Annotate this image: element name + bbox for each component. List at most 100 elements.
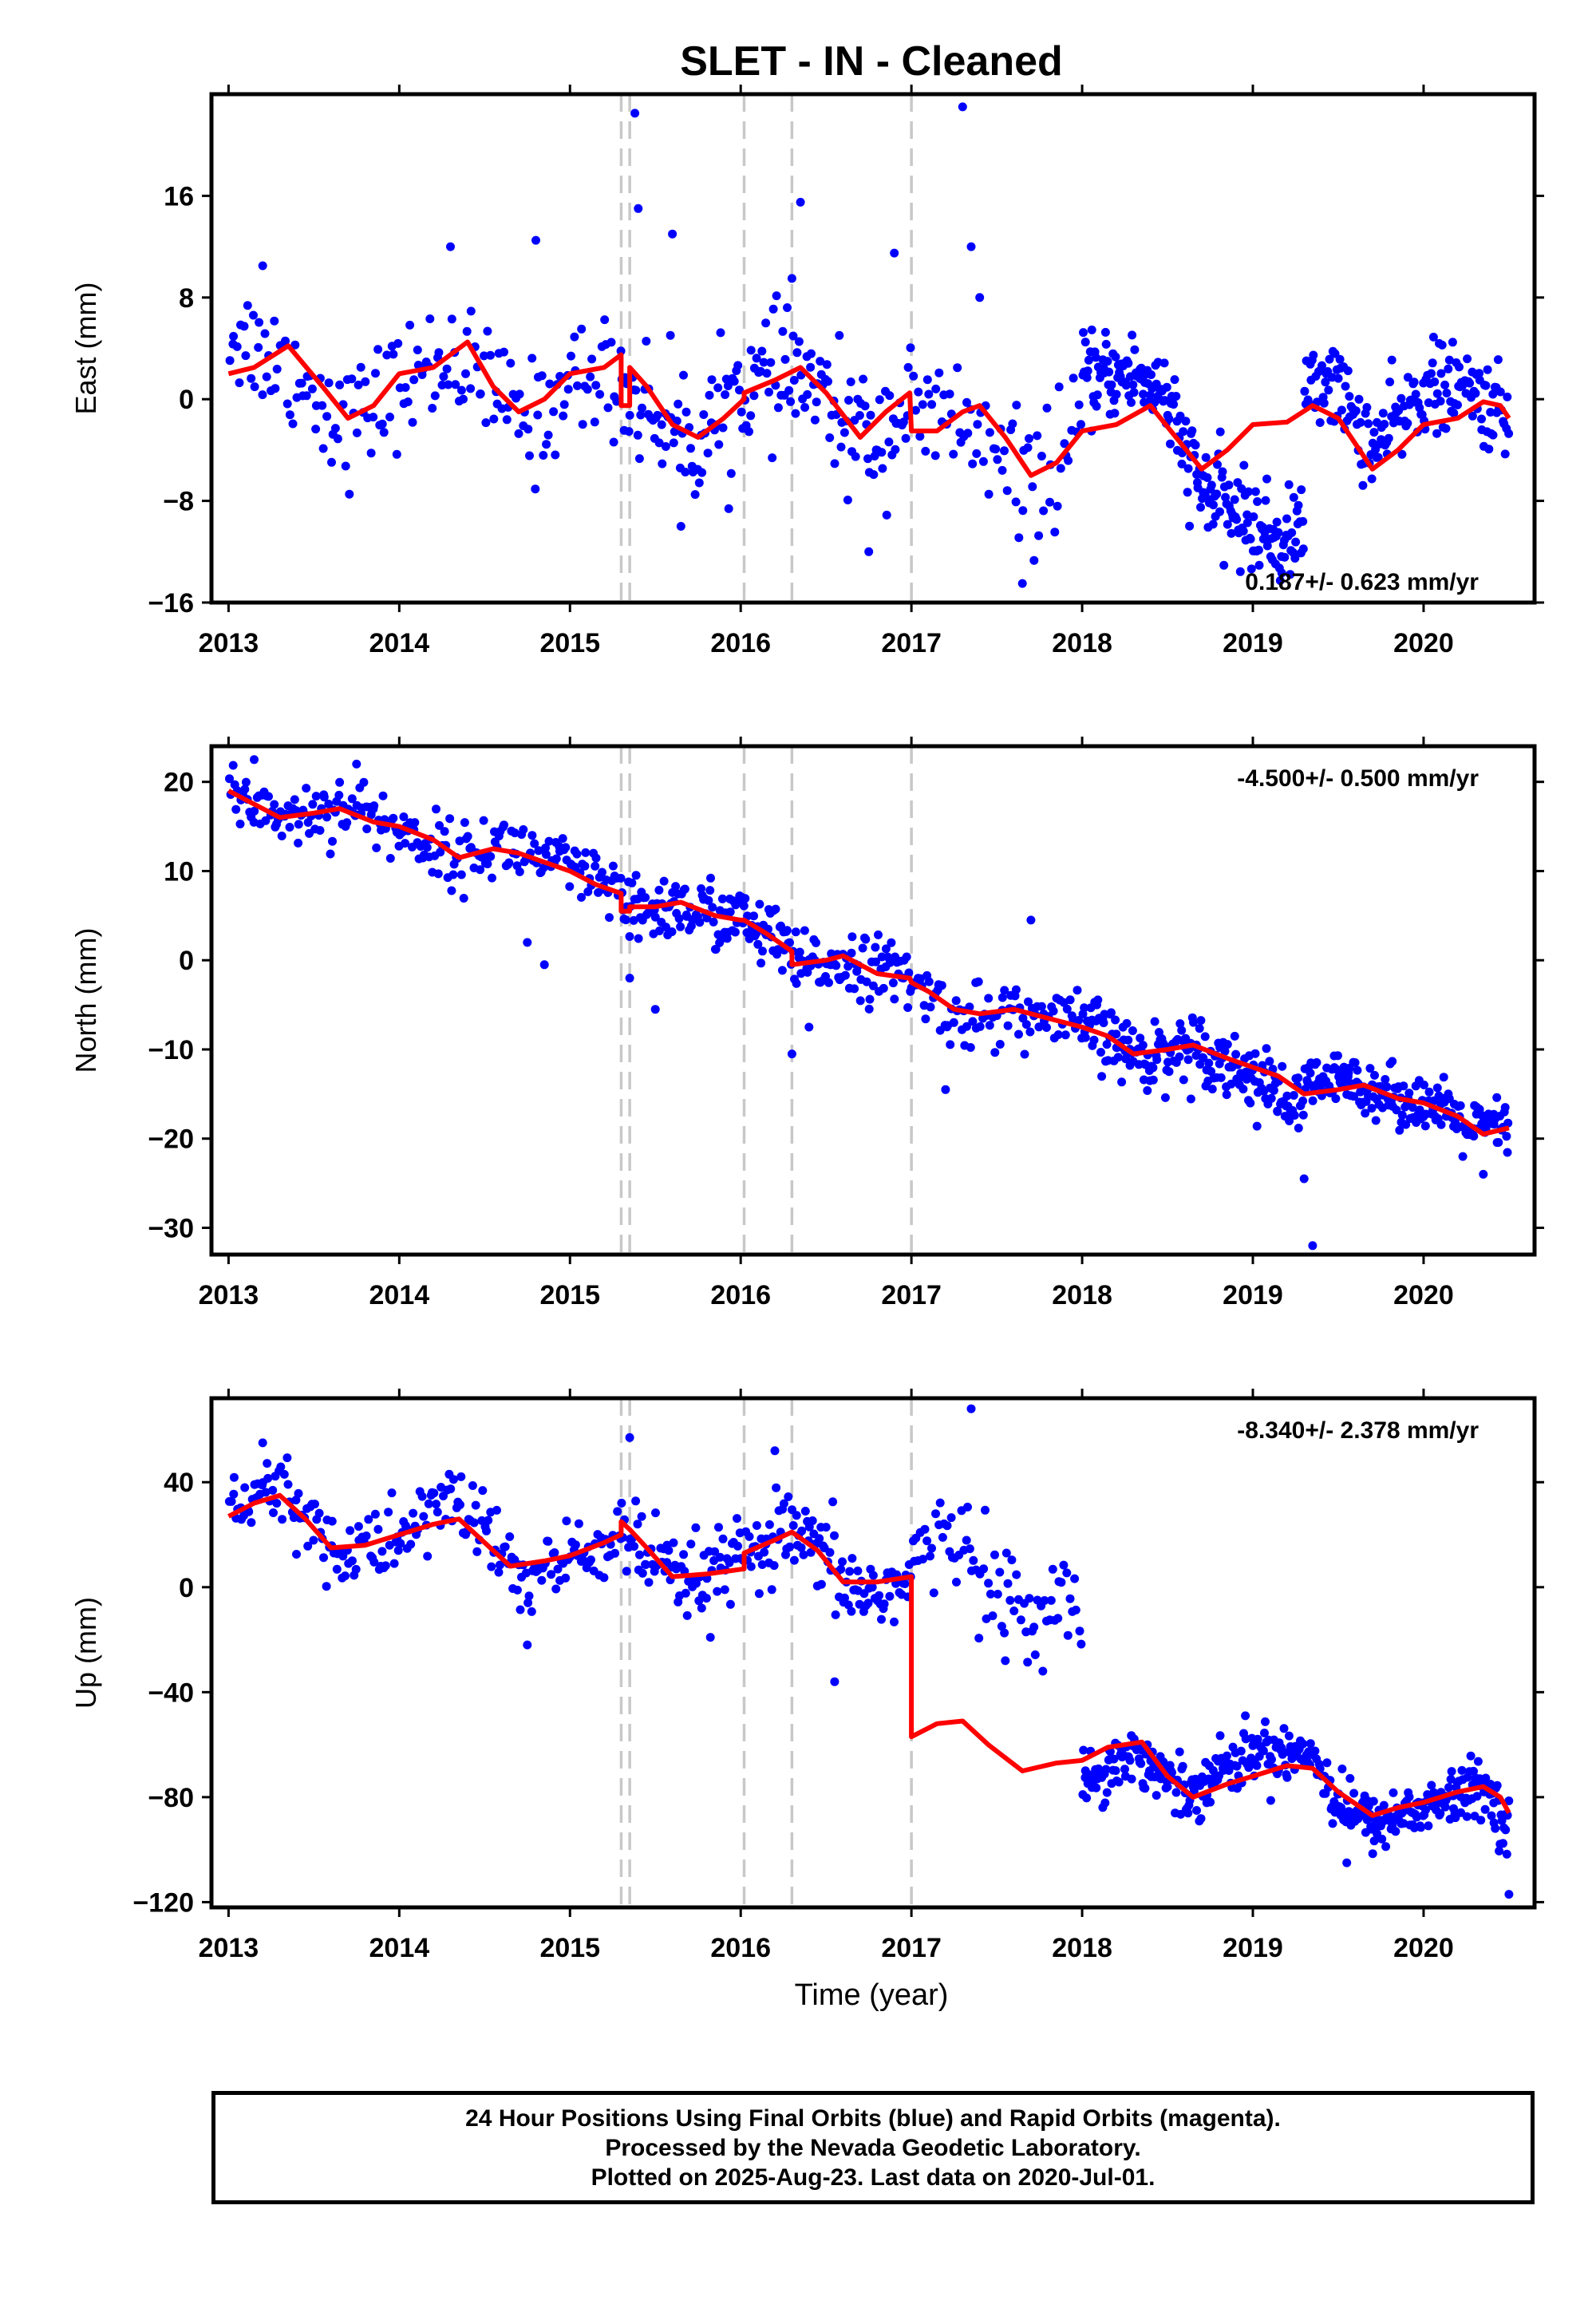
- data-point: [1016, 1615, 1025, 1625]
- data-point: [1277, 568, 1286, 578]
- data-point: [263, 1473, 273, 1483]
- data-point: [1175, 1019, 1185, 1029]
- data-point: [654, 885, 664, 895]
- y-axis-title: North (mm): [69, 928, 102, 1073]
- data-point: [1458, 1152, 1468, 1161]
- data-point: [832, 961, 841, 970]
- data-point: [1403, 373, 1412, 382]
- data-point: [534, 846, 543, 856]
- data-point: [1136, 1034, 1145, 1043]
- data-point: [785, 938, 794, 947]
- data-point: [1111, 1015, 1120, 1025]
- data-point: [1404, 1792, 1414, 1802]
- data-point: [882, 510, 891, 520]
- data-point: [333, 434, 342, 444]
- data-point: [800, 926, 809, 935]
- data-point: [850, 984, 859, 994]
- data-point: [269, 1508, 278, 1517]
- data-point: [271, 384, 280, 393]
- data-point: [461, 369, 470, 378]
- data-point: [757, 1560, 767, 1569]
- data-point: [264, 792, 273, 801]
- data-point: [1377, 1834, 1387, 1844]
- data-point: [232, 342, 242, 351]
- data-point: [890, 994, 899, 1004]
- data-point: [796, 1543, 806, 1552]
- outlier-point: [830, 1677, 839, 1686]
- data-point: [835, 330, 844, 340]
- data-point: [1260, 1729, 1269, 1737]
- data-point: [1160, 1093, 1170, 1102]
- x-tick-label: 2020: [1393, 628, 1454, 658]
- model-line: [227, 788, 1510, 1137]
- data-point: [547, 1570, 556, 1579]
- data-point: [622, 1567, 631, 1576]
- data-point: [469, 1518, 479, 1528]
- data-point: [1298, 1739, 1308, 1749]
- data-point: [746, 411, 756, 421]
- data-point: [788, 331, 798, 341]
- data-point: [1378, 409, 1388, 418]
- data-point: [1261, 496, 1270, 505]
- data-point: [1100, 327, 1110, 337]
- data-point: [1186, 1094, 1195, 1104]
- data-point: [1472, 1792, 1482, 1801]
- data-point: [716, 328, 725, 338]
- data-point: [785, 1542, 795, 1551]
- data-point: [902, 952, 911, 962]
- data-point: [409, 1508, 418, 1518]
- data-point: [1143, 1086, 1152, 1095]
- data-point: [1053, 1030, 1063, 1039]
- data-point: [459, 394, 468, 404]
- data-point: [1387, 355, 1396, 365]
- data-point: [1109, 1754, 1119, 1764]
- data-point: [456, 1472, 466, 1481]
- data-point: [1404, 1089, 1414, 1098]
- data-point: [436, 848, 445, 857]
- data-point: [1230, 1031, 1239, 1041]
- data-point: [863, 454, 872, 464]
- data-point: [444, 380, 453, 389]
- data-point: [1391, 1827, 1400, 1836]
- data-point: [309, 1535, 318, 1545]
- data-point: [1046, 1595, 1056, 1605]
- data-point: [371, 369, 380, 378]
- data-point: [1500, 449, 1510, 459]
- data-point: [1395, 1125, 1404, 1135]
- data-point: [642, 337, 651, 346]
- data-point: [638, 1568, 647, 1578]
- data-point: [807, 349, 816, 358]
- data-point: [1221, 492, 1231, 502]
- data-point: [1112, 1030, 1121, 1039]
- x-tick-label: 2020: [1393, 1933, 1454, 1963]
- data-point: [1337, 1765, 1347, 1773]
- data-point: [935, 1498, 945, 1508]
- data-point: [1216, 1073, 1226, 1082]
- data-point: [549, 407, 559, 417]
- data-point: [448, 870, 458, 879]
- data-point: [771, 904, 780, 914]
- data-point: [708, 903, 717, 912]
- data-point: [399, 812, 409, 821]
- data-point: [1487, 1811, 1496, 1820]
- data-point: [1003, 1579, 1013, 1588]
- y-tick-label: 16: [164, 181, 194, 211]
- data-point: [1437, 340, 1447, 350]
- data-point: [1215, 1731, 1225, 1741]
- outlier-point: [634, 204, 643, 213]
- data-point: [1103, 357, 1112, 366]
- data-point: [681, 468, 690, 476]
- data-point: [920, 1524, 930, 1534]
- data-point: [769, 1561, 779, 1571]
- data-point: [1063, 1630, 1073, 1640]
- data-point: [669, 1538, 678, 1547]
- data-point: [561, 1573, 571, 1583]
- data-point: [539, 863, 548, 872]
- data-point: [921, 446, 930, 456]
- data-point: [318, 401, 327, 410]
- data-point: [630, 1542, 639, 1551]
- data-point: [413, 346, 422, 354]
- data-point: [1238, 1085, 1248, 1094]
- data-point: [249, 310, 258, 320]
